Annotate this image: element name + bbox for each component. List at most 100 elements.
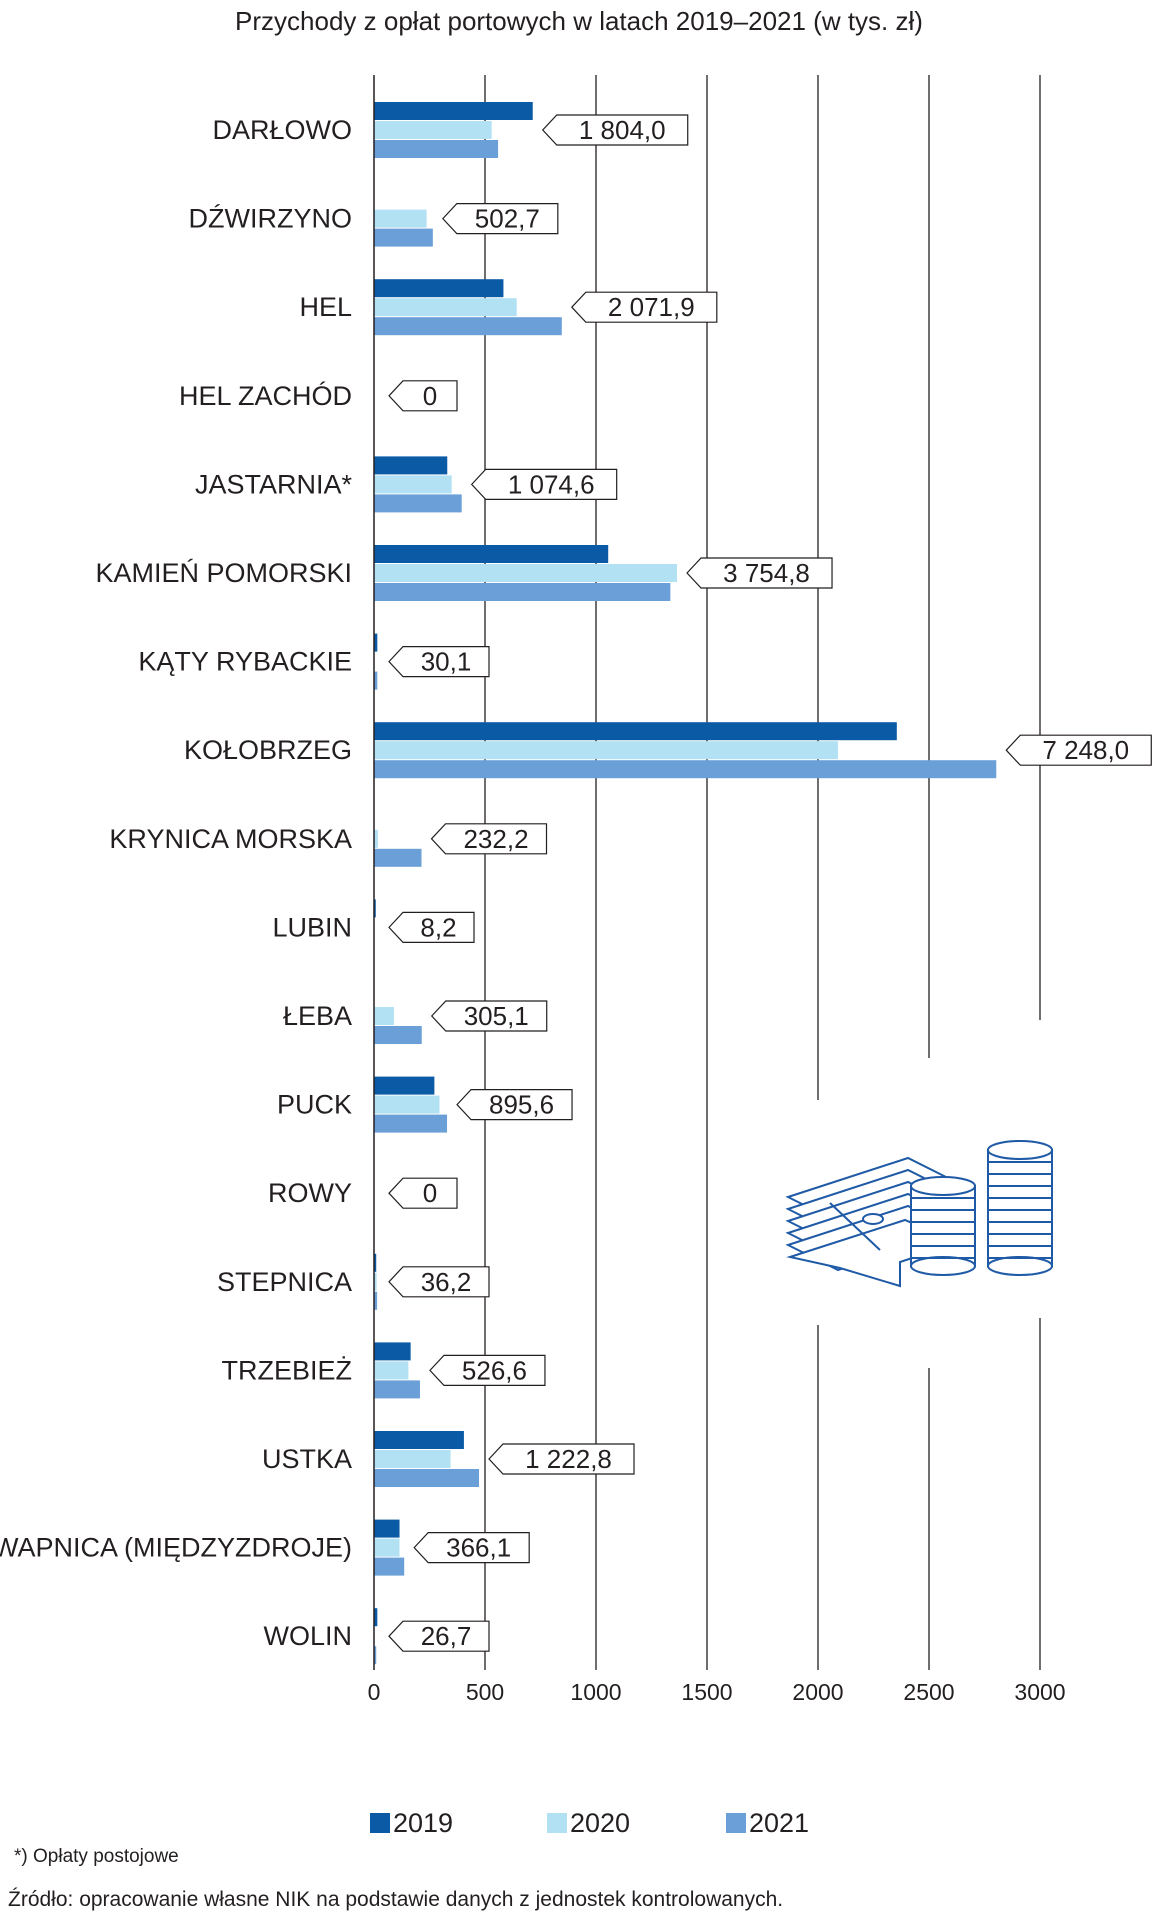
bar-2020 [374, 1095, 440, 1114]
bar-2021 [374, 583, 671, 601]
total-callout [541, 114, 689, 146]
bar-2019 [374, 456, 448, 475]
total-value: 3 754,8 [723, 558, 810, 588]
legend-label-2019: 2019 [393, 1808, 453, 1838]
total-callout [430, 823, 548, 855]
x-tick-label: 2000 [792, 1679, 843, 1705]
category-label: KĄTY RYBACKIE [138, 647, 352, 677]
total-callout [388, 1177, 458, 1209]
legend: 2019 2020 2021 [370, 1808, 809, 1838]
bar-2020 [374, 121, 492, 139]
bar-2020 [374, 1538, 400, 1557]
bar-2019 [374, 1519, 400, 1538]
legend-swatch-2021 [726, 1813, 746, 1833]
total-value: 526,6 [462, 1355, 527, 1385]
category-label: DARŁOWO [212, 115, 352, 145]
bars [374, 102, 997, 1665]
bar-2019 [374, 1431, 464, 1449]
total-value: 502,7 [475, 204, 540, 234]
legend-label-2021: 2021 [749, 1808, 809, 1838]
total-callout [413, 1532, 530, 1564]
grid-lines [484, 75, 1041, 1670]
total-value: 0 [423, 381, 437, 411]
category-label: KOŁOBRZEG [184, 735, 352, 765]
bar-2020 [374, 1361, 409, 1380]
bar-2021 [374, 1291, 378, 1310]
bar-2019 [374, 1342, 411, 1361]
bar-2021 [374, 671, 378, 690]
total-value: 26,7 [421, 1621, 472, 1651]
total-callout [388, 380, 458, 412]
category-label: JASTARNIA* [195, 469, 353, 499]
bar-2021 [374, 1114, 448, 1133]
bar-2020 [374, 1007, 394, 1025]
labels: DARŁOWO 1 804,0 DŹWIRZYNO 502,7 HEL 2 071,9 HE… [0, 114, 1152, 1652]
bar-2019 [374, 1253, 377, 1272]
bar-2021 [374, 1469, 480, 1487]
total-callout [1005, 734, 1152, 766]
category-label: TRZEBIEŻ [221, 1354, 352, 1385]
bar-2020 [374, 475, 452, 494]
bar-2019 [374, 633, 378, 652]
total-value: 366,1 [446, 1533, 511, 1563]
total-value: 30,1 [421, 647, 472, 677]
total-callout [388, 646, 490, 678]
total-value: 7 248,0 [1042, 735, 1129, 765]
bar-2021 [374, 228, 433, 247]
bar-2019 [374, 279, 504, 298]
total-callout [470, 468, 618, 500]
total-value: 1 804,0 [579, 115, 666, 145]
category-label: ROWY [268, 1178, 352, 1208]
bar-2020 [374, 829, 378, 848]
bar-2021 [374, 317, 562, 336]
total-callout [488, 1443, 635, 1475]
total-value: 305,1 [464, 1001, 529, 1031]
bar-2019 [374, 545, 609, 563]
category-label: PUCK [277, 1090, 352, 1120]
category-label: DŹWIRZYNO [189, 204, 352, 234]
bar-2020 [374, 741, 838, 760]
bar-2019 [374, 1076, 435, 1095]
category-label: STEPNICA [217, 1267, 352, 1297]
bar-2021 [374, 1646, 377, 1665]
chart-title: Przychody z opłat portowych w latach 201… [235, 6, 923, 36]
x-tick-label: 1500 [681, 1679, 732, 1705]
bar-2020 [374, 298, 517, 317]
bar-2021 [374, 494, 462, 513]
bar-2021 [374, 760, 997, 779]
total-callout [429, 1354, 546, 1386]
x-tick-label: 2500 [903, 1679, 954, 1705]
x-tick-label: 500 [466, 1679, 504, 1705]
total-value: 1 222,8 [525, 1444, 612, 1474]
total-value: 1 074,6 [508, 469, 595, 499]
total-value: 232,2 [463, 824, 528, 854]
bar-2019 [374, 1608, 378, 1627]
total-callout [430, 1000, 548, 1032]
category-label: WAPNICA (MIĘDZYZDROJE) [0, 1533, 352, 1563]
category-label: HEL [299, 292, 352, 322]
total-value: 895,6 [489, 1090, 554, 1120]
category-label: USTKA [262, 1444, 352, 1474]
category-label: LUBIN [272, 912, 352, 942]
money-stacks-coins-icon [785, 1140, 1053, 1288]
bar-2019 [374, 722, 897, 741]
bar-2019 [374, 899, 376, 918]
bar-2019 [374, 102, 533, 120]
x-tick-label: 3000 [1014, 1679, 1065, 1705]
legend-label-2020: 2020 [570, 1808, 630, 1838]
total-callout [388, 911, 475, 943]
bar-2021 [374, 1380, 420, 1399]
x-tick-label: 1000 [570, 1679, 621, 1705]
bar-2021 [374, 848, 422, 867]
total-value: 2 071,9 [608, 292, 695, 322]
total-callout [442, 203, 559, 235]
total-value: 0 [423, 1178, 437, 1208]
category-label: KRYNICA MORSKA [109, 824, 352, 854]
total-callout [388, 1620, 490, 1652]
category-label: WOLIN [263, 1621, 352, 1651]
category-label: KAMIEŃ POMORSKI [95, 558, 352, 588]
bar-2020 [374, 1272, 377, 1291]
category-label: HEL ZACHÓD [179, 380, 352, 411]
footnote: *) Opłaty postojowe [14, 1846, 179, 1867]
total-value: 36,2 [421, 1267, 472, 1297]
